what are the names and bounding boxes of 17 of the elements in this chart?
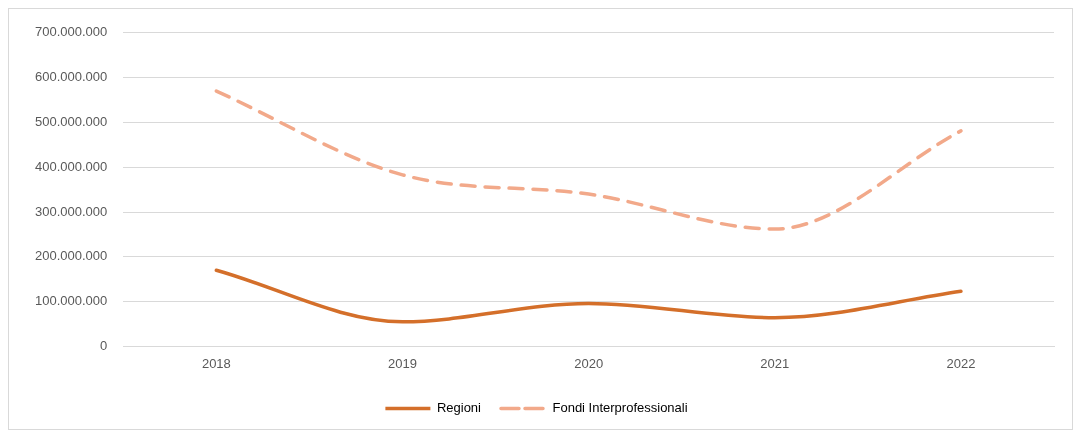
legend-label: Regioni [436, 400, 482, 416]
x-tick-label: 2019 [388, 355, 417, 371]
x-tick-label: 2020 [574, 355, 604, 371]
y-tick-label: 100.000.000 [35, 293, 108, 309]
line-series [214, 268, 963, 324]
y-tick-label: 600.000.000 [35, 69, 108, 85]
y-tick-label: 0 [100, 337, 108, 353]
y-tick-label: 700.000.000 [35, 24, 108, 40]
y-tick-label: 200.000.000 [35, 248, 108, 264]
legend-label: Fondi Interprofessionali [552, 400, 688, 416]
x-tick-label: 2022 [946, 355, 976, 371]
x-tick-label: 2021 [760, 355, 790, 371]
y-tick-label: 500.000.000 [35, 113, 108, 129]
x-tick-label: 2018 [201, 355, 231, 371]
y-tick-label: 400.000.000 [35, 158, 108, 174]
y-tick-label: 300.000.000 [35, 203, 108, 219]
line-series [214, 89, 963, 231]
